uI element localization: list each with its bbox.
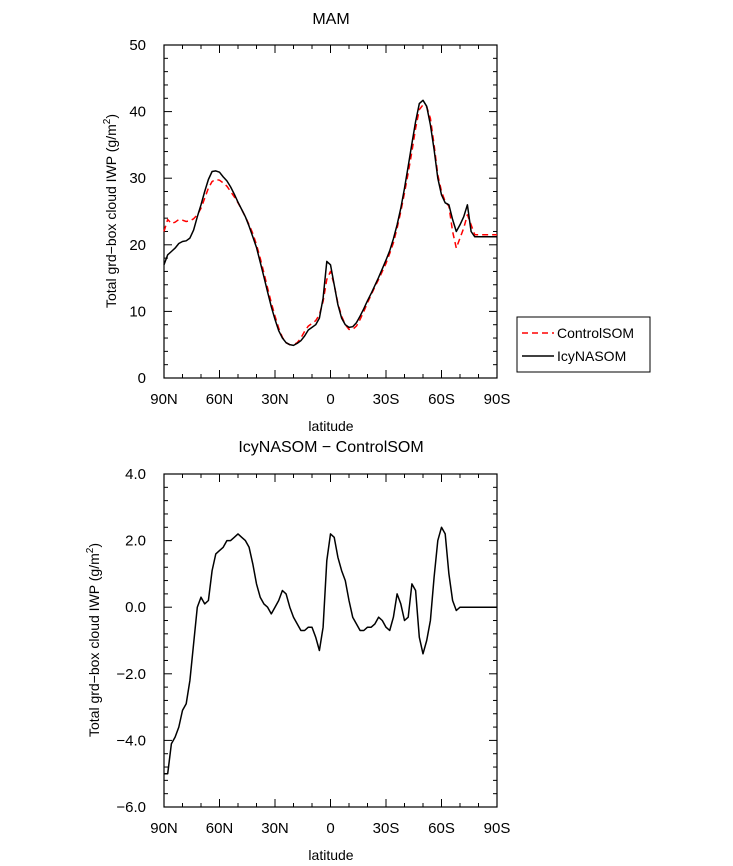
bottom-x-tick-label: 60S xyxy=(428,820,455,837)
top-x-tick-label: 30N xyxy=(261,391,289,408)
bottom-series-lines xyxy=(164,526,497,775)
bottom-series-line-difference xyxy=(164,526,497,775)
top-chart-title: MAM xyxy=(312,11,349,28)
top-series-lines xyxy=(163,99,497,347)
top-x-axis-label: latitude xyxy=(308,418,353,434)
bottom-x-tick-label: 30N xyxy=(261,820,289,837)
top-x-tick-label: 0 xyxy=(326,391,334,408)
top-plot-frame xyxy=(163,44,498,379)
top-y-tick-label: 20 xyxy=(129,237,146,254)
bottom-y-tick-label: −6.0 xyxy=(116,799,146,816)
bottom-x-tick-label: 30S xyxy=(373,820,400,837)
top-y-tick-label: 0 xyxy=(138,370,146,387)
top-y-tick-label: 30 xyxy=(129,170,146,187)
top-axis-ticks: 90N 60N 30N 0 30S 60S 90S 0 10 20 30 40 50 xyxy=(129,37,510,408)
bottom-y-tick-label: 4.0 xyxy=(125,466,146,483)
bottom-y-tick-label: 0.0 xyxy=(125,599,146,616)
bottom-x-tick-label: 90N xyxy=(150,820,178,837)
bottom-x-axis-label: latitude xyxy=(308,847,353,863)
legend-label-icynasom: IcyNASOM xyxy=(557,348,626,364)
bottom-x-tick-label: 0 xyxy=(326,820,334,837)
top-panel: MAM 90N 60N 30N 0 30S 60S 90S 0 10 20 30 40 50 latit… xyxy=(102,11,651,434)
bottom-plot-frame xyxy=(163,473,498,808)
top-x-tick-label: 60S xyxy=(428,391,455,408)
top-x-tick-label: 30S xyxy=(373,391,400,408)
bottom-axis-ticks: 90N 60N 30N 0 30S 60S 90S −6.0 −4.0 −2.0 0.0 2.0 4.0 xyxy=(116,466,510,837)
bottom-chart-title: IcyNASOM − ControlSOM xyxy=(238,439,423,456)
bottom-y-tick-label: 2.0 xyxy=(125,533,146,550)
top-y-axis-label: Total grd−box cloud IWP (g/m2) xyxy=(102,114,119,308)
top-series-line-icynasom xyxy=(163,99,497,347)
top-x-tick-label: 60N xyxy=(206,391,234,408)
bottom-y-tick-label: −2.0 xyxy=(116,666,146,683)
legend-label-controlsom: ControlSOM xyxy=(557,325,634,341)
bottom-y-tick-label: −4.0 xyxy=(116,732,146,749)
legend-box xyxy=(516,316,651,373)
legend: ControlSOM IcyNASOM xyxy=(516,316,651,373)
top-y-tick-label: 10 xyxy=(129,303,146,320)
bottom-y-axis-label: Total grd−box cloud IWP (g/m2) xyxy=(85,543,102,737)
top-y-tick-label: 50 xyxy=(129,37,146,54)
top-x-tick-label: 90N xyxy=(150,391,178,408)
top-x-tick-label: 90S xyxy=(484,391,511,408)
top-y-tick-label: 40 xyxy=(129,104,146,121)
bottom-x-tick-label: 90S xyxy=(484,820,511,837)
bottom-panel: IcyNASOM − ControlSOM 90N 60N 30N 0 30S 60S 90… xyxy=(85,439,510,863)
top-series-line-controlsom xyxy=(163,104,497,346)
bottom-x-tick-label: 60N xyxy=(206,820,234,837)
